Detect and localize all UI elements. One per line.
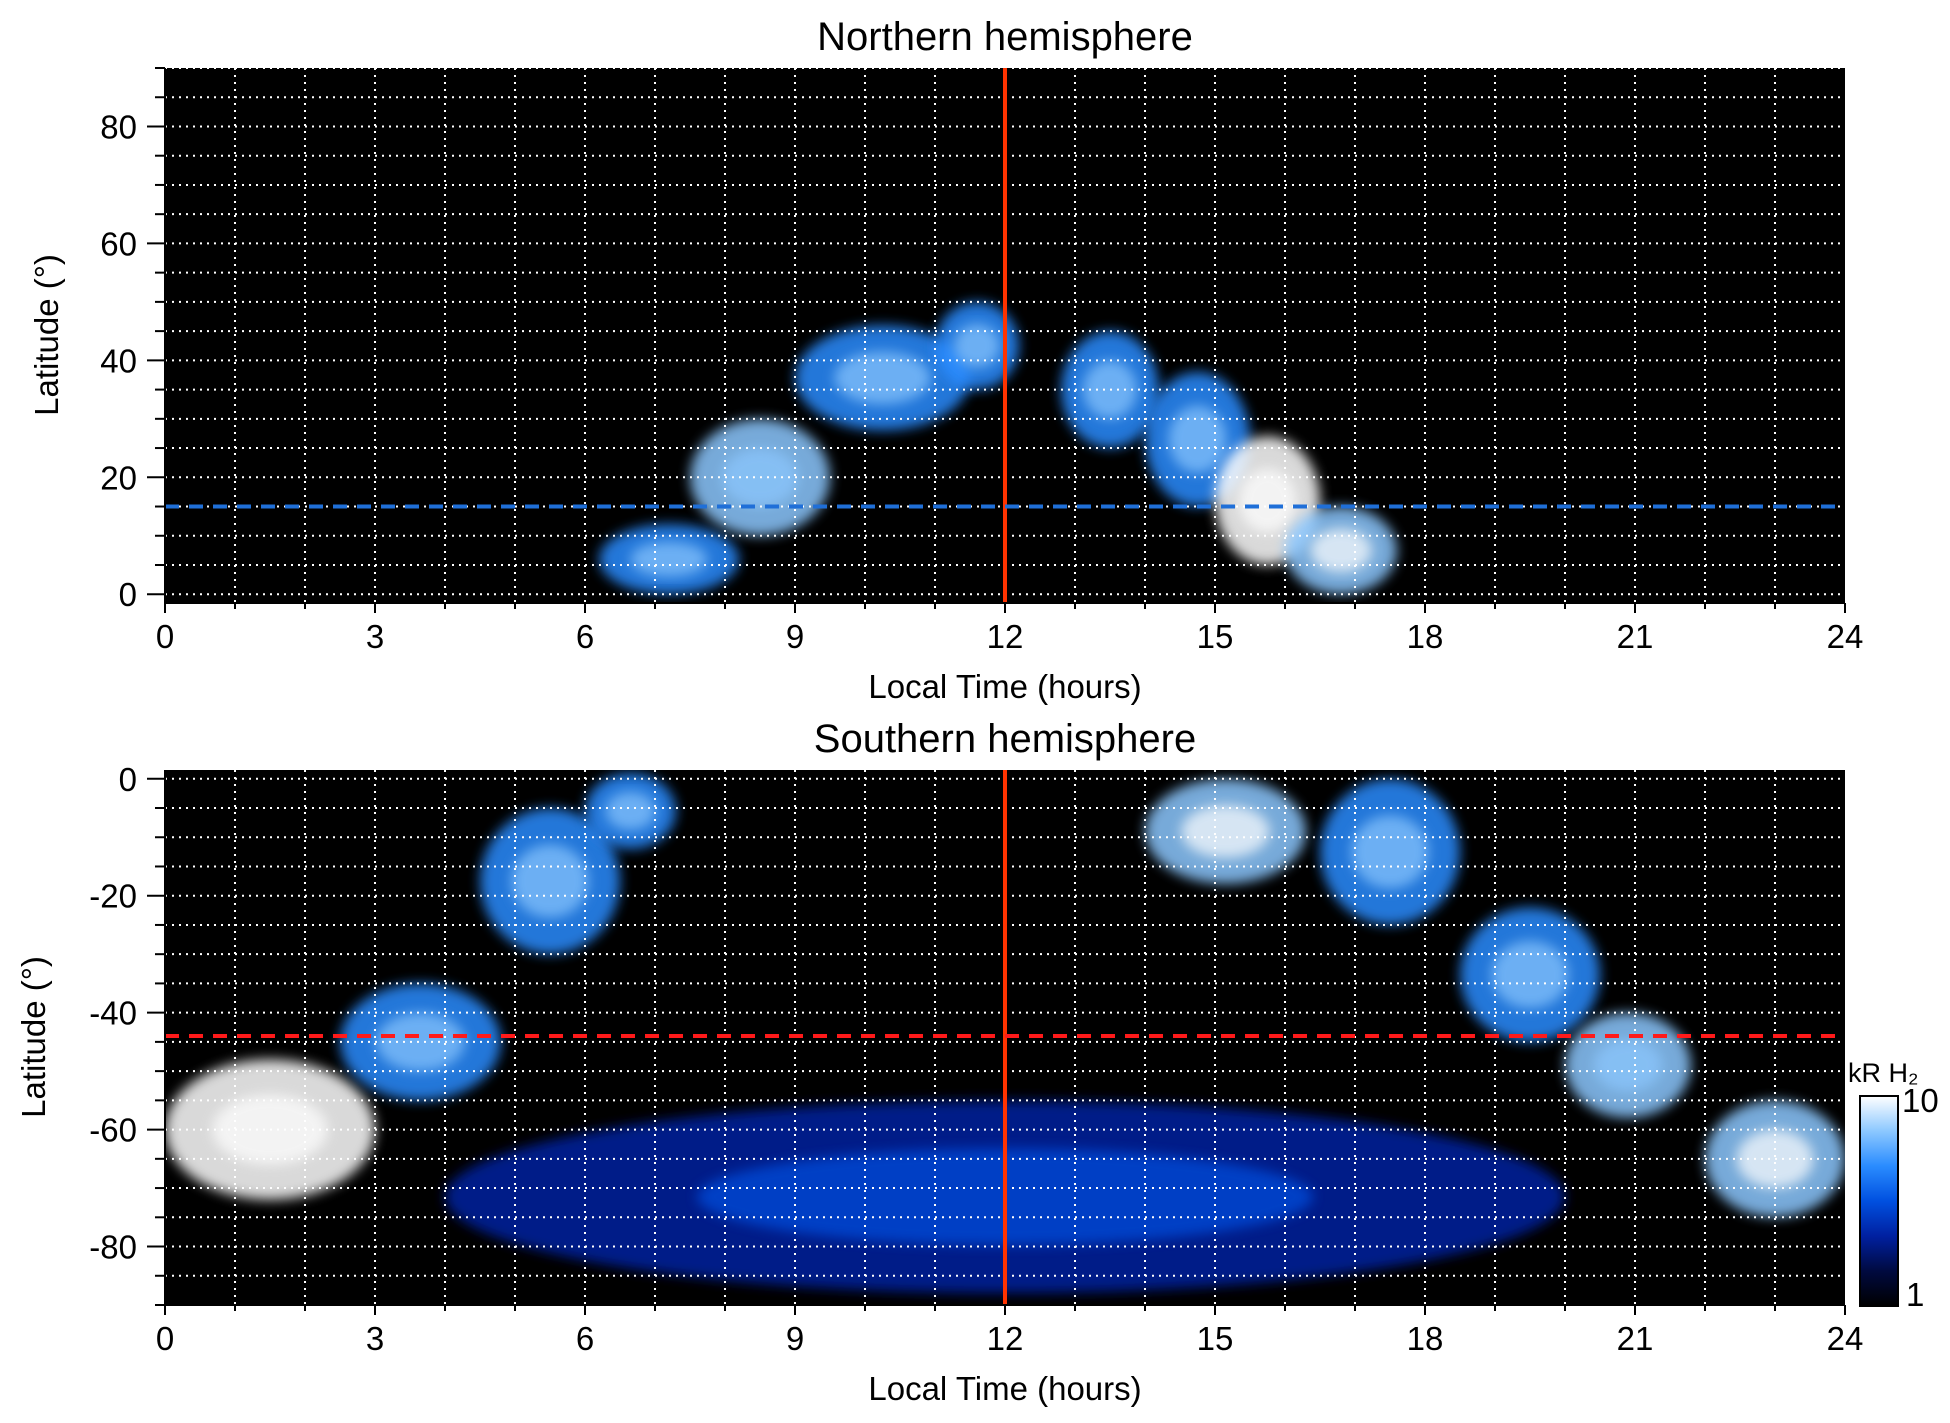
emission-band-core [1238, 468, 1297, 533]
y-tick-label: 60 [100, 225, 137, 262]
y-tick-label: 40 [100, 342, 137, 379]
y-tick-label: -80 [89, 1229, 137, 1266]
north-emission [599, 301, 1397, 595]
emission-band-core [834, 351, 931, 405]
emission-band-core [1491, 941, 1569, 1009]
emission-band-core [605, 791, 656, 830]
x-tick-label: 18 [1407, 618, 1444, 655]
colorbar: kR H₂ 10 1 [1848, 1058, 1939, 1313]
x-tick-label: 15 [1197, 1320, 1234, 1357]
south-ticks: 0 3 6 9 12 15 18 21 24 0 -20 -40 -60 -80 [89, 761, 1863, 1357]
x-tick-label: 6 [576, 618, 594, 655]
south-panel: Southern hemisphere 0 3 6 9 12 15 18 21 24 0 -20 -4… [15, 717, 1863, 1407]
north-title: Northern hemisphere [817, 15, 1193, 59]
x-tick-label: 21 [1617, 618, 1654, 655]
south-y-axis-label: Latitude (°) [15, 956, 52, 1118]
north-reference-lines [165, 68, 1845, 603]
x-tick-label: 0 [156, 1320, 174, 1357]
north-ticks: 0 3 6 9 12 15 18 21 24 0 20 40 60 80 [100, 67, 1864, 655]
emission-band-core [1168, 405, 1227, 473]
y-tick-label: 0 [119, 576, 137, 613]
colorbar-label: kR H₂ [1848, 1058, 1918, 1088]
x-tick-label: 9 [786, 1320, 804, 1357]
x-tick-label: 3 [366, 618, 384, 655]
north-x-axis-label: Local Time (hours) [868, 668, 1141, 705]
north-y-axis-label: Latitude (°) [28, 254, 65, 416]
y-tick-label: -60 [89, 1112, 137, 1149]
x-tick-label: 24 [1827, 1320, 1864, 1357]
x-tick-label: 12 [987, 1320, 1024, 1357]
x-tick-label: 15 [1197, 618, 1234, 655]
emission-band-core [1593, 1038, 1663, 1092]
emission-band-core [511, 844, 589, 918]
colorbar-min-label: 1 [1906, 1276, 1924, 1313]
south-reference-lines [165, 770, 1845, 1305]
north-panel: Northern hemisphere 0 3 6 9 12 15 18 21 24 0 20 40 6… [28, 15, 1863, 705]
emission-band-core [630, 541, 708, 577]
x-tick-label: 24 [1827, 618, 1864, 655]
emission-band-core [953, 323, 1001, 368]
y-tick-label: -20 [89, 878, 137, 915]
x-tick-label: 12 [987, 618, 1024, 655]
x-tick-label: 9 [786, 618, 804, 655]
south-title: Southern hemisphere [814, 717, 1196, 761]
emission-band-core [1181, 805, 1270, 858]
colorbar-max-label: 10 [1902, 1082, 1939, 1119]
emission-band-core [376, 1012, 465, 1072]
x-tick-label: 3 [366, 1320, 384, 1357]
y-tick-label: 20 [100, 459, 137, 496]
emission-band-core [1310, 528, 1372, 573]
y-tick-label: 80 [100, 108, 137, 145]
x-tick-label: 0 [156, 618, 174, 655]
colorbar-gradient [1859, 1095, 1899, 1307]
y-tick-label: 0 [119, 761, 137, 798]
south-x-axis-label: Local Time (hours) [868, 1370, 1141, 1407]
x-tick-label: 18 [1407, 1320, 1444, 1357]
x-tick-label: 6 [576, 1320, 594, 1357]
y-tick-label: -40 [89, 995, 137, 1032]
x-tick-label: 21 [1617, 1320, 1654, 1357]
emission-band-core [1351, 815, 1429, 889]
